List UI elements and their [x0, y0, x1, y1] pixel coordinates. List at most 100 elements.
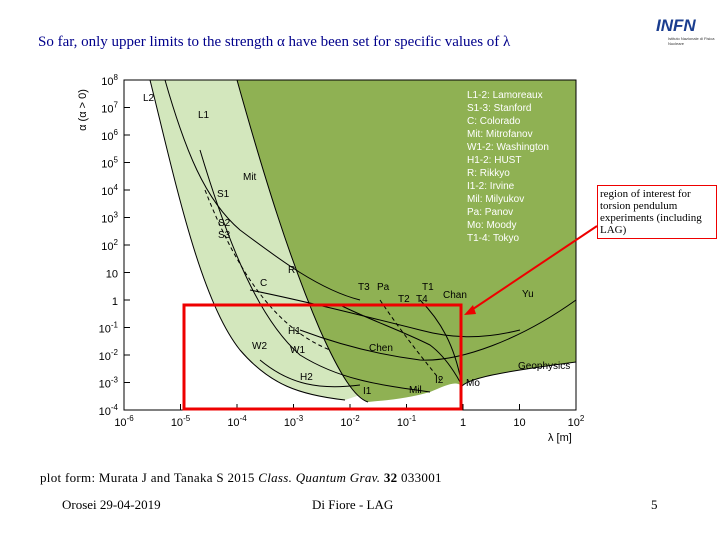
legend-entry: Mil: Milyukov [467, 194, 524, 205]
annotation-arrow [469, 225, 598, 312]
tick-base: 10 [101, 159, 113, 171]
footer-center: Di Fiore - LAG [312, 497, 394, 512]
tick-exponent: 2 [580, 414, 585, 423]
tick-base: 1 [460, 417, 466, 429]
tick-base: 10 [114, 417, 126, 429]
tick-base: 10 [397, 417, 409, 429]
logo: INFN [656, 16, 696, 35]
tick-base: 10 [101, 131, 113, 143]
curve-label: S2 [218, 218, 231, 229]
y-tick-label: 10-4 [99, 403, 119, 418]
x-tick-label: 10-3 [284, 414, 304, 429]
legend-entry: Mo: Moody [467, 220, 516, 231]
tick-base: 10 [101, 104, 113, 116]
tick-exponent: -2 [111, 348, 119, 357]
tick-base: 10 [340, 417, 352, 429]
curve-label: W1 [290, 345, 305, 356]
citation-volume: 32 [383, 470, 398, 485]
tick-exponent: 7 [114, 101, 119, 110]
tick-exponent: -4 [111, 403, 119, 412]
curve-label: Mil [409, 385, 422, 396]
curve-label: Geophysics [518, 361, 570, 372]
tick-base: 10 [171, 417, 183, 429]
curve-label: T3 [358, 282, 370, 293]
x-tick-label: 10-2 [340, 414, 360, 429]
tick-exponent: 3 [114, 211, 119, 220]
tick-base: 10 [99, 379, 111, 391]
region-box [182, 303, 463, 411]
citation-prefix: plot form: Murata J and Tanaka S 2015 [40, 470, 255, 485]
tick-base: 10 [101, 76, 113, 88]
legend-entry: H1-2: HUST [467, 155, 521, 166]
legend-entry: W1-2: Washington [467, 142, 549, 153]
tick-exponent: 4 [114, 183, 119, 192]
tick-base: 10 [227, 417, 239, 429]
y-tick-label: 10-2 [99, 348, 119, 363]
y-tick-label: 106 [101, 128, 118, 143]
x-tick-label: 10 [513, 417, 525, 429]
tick-base: 10 [99, 406, 111, 418]
legend-entry: S1-3: Stanford [467, 103, 531, 114]
y-tick-label: 10-1 [99, 321, 119, 336]
tick-base: 10 [101, 186, 113, 198]
y-tick-label: 10-3 [99, 376, 119, 391]
x-tick-label: 10-6 [114, 414, 134, 429]
legend-entry: Pa: Panov [467, 207, 513, 218]
citation-journal: Class. Quantum Grav. [258, 470, 381, 485]
tick-base: 10 [284, 417, 296, 429]
curve-label: T1 [422, 282, 434, 293]
tick-exponent: -3 [296, 414, 304, 423]
curve-label: I1 [363, 386, 372, 397]
curve-label: L2 [143, 93, 155, 104]
footer-left: Orosei 29-04-2019 [62, 497, 161, 512]
citation-pages: 033001 [401, 470, 442, 485]
tick-exponent: 2 [114, 238, 119, 247]
legend-entry: L1-2: Lamoreaux [467, 90, 543, 101]
curve-label: T4 [416, 294, 428, 305]
tick-exponent: -1 [111, 321, 119, 330]
curve-label: I2 [435, 375, 444, 386]
region-excluded [237, 80, 576, 402]
x-tick-label: 102 [568, 414, 585, 429]
tick-base: 10 [568, 417, 580, 429]
tick-exponent: 8 [114, 73, 119, 82]
x-tick-label: 1 [460, 417, 466, 429]
legend-entry: T1-4: Tokyo [467, 233, 519, 244]
y-tick-label: 104 [101, 183, 118, 198]
region-light [150, 80, 360, 400]
slide-title: So far, only upper limits to the strengt… [38, 34, 511, 50]
curve-label: R [288, 265, 295, 276]
curve-label: Yu [522, 289, 534, 300]
y-tick-label: 108 [101, 73, 118, 88]
tick-exponent: -2 [353, 414, 361, 423]
curve-label: H2 [300, 372, 313, 383]
legend-entry: I1-2: Irvine [467, 181, 515, 192]
x-axis-label: λ [m] [548, 432, 572, 444]
x-tick-label: 10-5 [171, 414, 191, 429]
curve-label: Chan [443, 290, 467, 301]
legend-entry: R: Rikkyo [467, 168, 510, 179]
tick-base: 10 [101, 241, 113, 253]
curve-label: W2 [252, 341, 267, 352]
y-tick-label: 1 [112, 296, 118, 308]
logo-subtitle: Istituto Nazionale di Fisica Nucleare [668, 36, 715, 46]
y-axis-label: α (α > 0) [77, 89, 89, 131]
tick-exponent: -1 [409, 414, 417, 423]
tick-base: 1 [112, 296, 118, 308]
tick-exponent: -6 [127, 414, 135, 423]
annotation: region of interest for torsion pendulum … [597, 185, 717, 239]
curve-label: C [260, 278, 267, 289]
tick-exponent: -3 [111, 376, 119, 385]
x-tick-label: 10-1 [397, 414, 417, 429]
curve-label: Mo [466, 378, 480, 389]
curve-label: H1 [288, 326, 301, 337]
curve-label: Chen [369, 343, 393, 354]
arrow-head [464, 305, 476, 315]
curve-label: Pa [377, 282, 390, 293]
citation: plot form: Murata J and Tanaka S 2015 Cl… [40, 470, 442, 486]
y-tick-label: 105 [101, 156, 118, 171]
tick-base: 10 [99, 324, 111, 336]
y-tick-label: 10 [106, 269, 118, 281]
y-tick-label: 107 [101, 101, 118, 116]
